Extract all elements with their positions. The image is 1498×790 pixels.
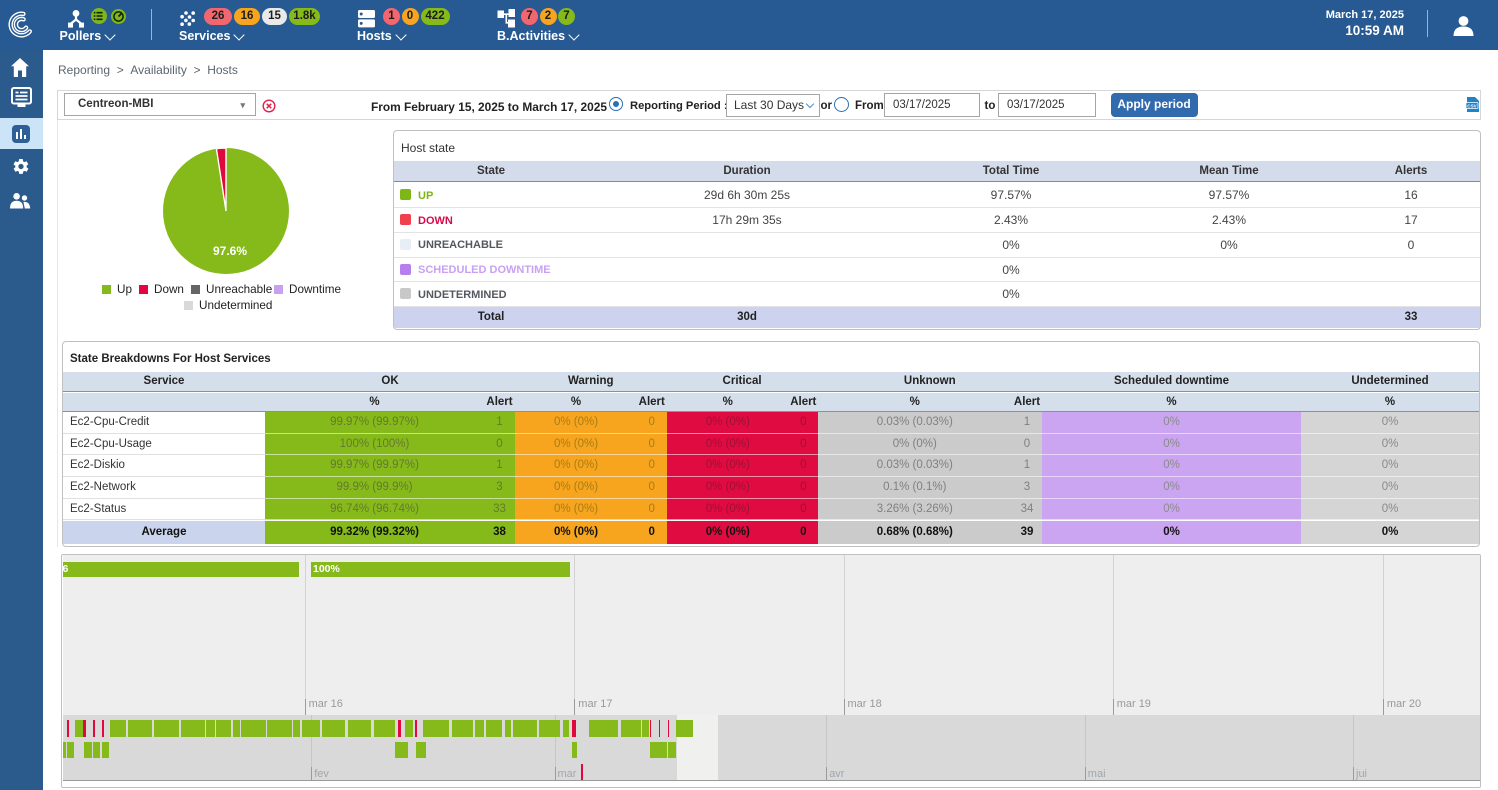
svg-text:97.6%: 97.6% (213, 244, 247, 258)
svg-text:CSV: CSV (1467, 103, 1477, 108)
